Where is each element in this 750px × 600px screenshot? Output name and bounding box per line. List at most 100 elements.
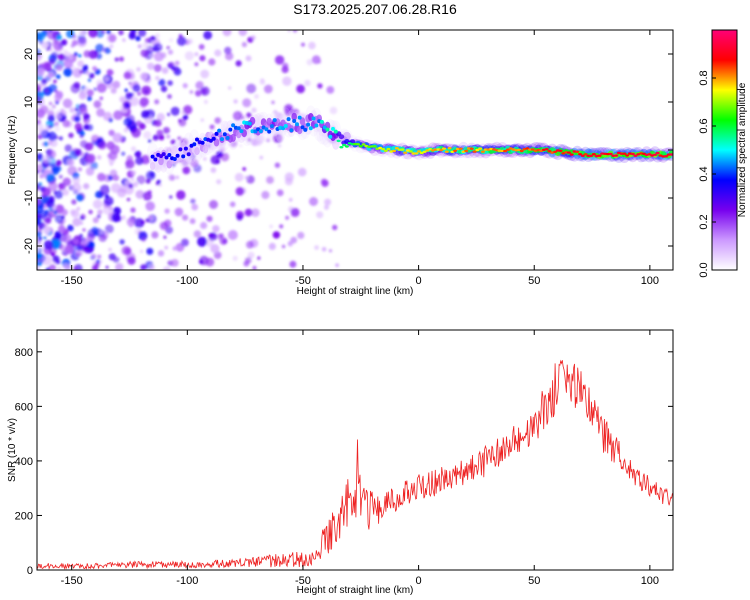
heatmap-blob bbox=[209, 200, 218, 209]
heatmap-blob bbox=[170, 106, 180, 116]
heatmap-ridge-cell bbox=[295, 122, 299, 127]
heatmap-ridge-cell bbox=[356, 143, 360, 146]
heatmap-ridge-cell bbox=[289, 128, 294, 133]
figure-title: S173.2025.207.06.28.R16 bbox=[293, 1, 457, 17]
colorbar-tick-label: 0.2 bbox=[698, 214, 710, 229]
heatmap-blob bbox=[48, 101, 53, 106]
heatmap-blob bbox=[195, 90, 202, 97]
heatmap-blob bbox=[142, 191, 152, 201]
heatmap-ridge-cell bbox=[286, 117, 291, 122]
heatmap-blob bbox=[152, 134, 159, 141]
heatmap-ridge-cell bbox=[222, 132, 227, 137]
heatmap-blob bbox=[259, 79, 266, 85]
heatmap-blob bbox=[263, 84, 273, 94]
heatmap-ridge-cell bbox=[186, 152, 191, 157]
heatmap-blob bbox=[156, 179, 161, 184]
x-tick-label: -50 bbox=[295, 275, 311, 287]
heatmap-blob bbox=[140, 49, 149, 58]
heatmap-ridge-cell bbox=[480, 150, 485, 153]
heatmap-blob bbox=[63, 50, 68, 54]
heatmap-blob bbox=[178, 118, 187, 127]
heatmap-blob bbox=[72, 176, 81, 185]
snr-x-label: Height of straight line (km) bbox=[297, 585, 414, 596]
heatmap-blob bbox=[158, 134, 165, 141]
y-tick-label: 0 bbox=[27, 565, 33, 577]
heatmap-blob bbox=[89, 161, 98, 170]
heatmap-ridge-cell bbox=[469, 147, 474, 150]
heatmap-blob bbox=[297, 167, 307, 177]
heatmap-blob bbox=[41, 41, 49, 49]
colorbar-gradient bbox=[712, 30, 737, 270]
heatmap-blob bbox=[132, 181, 139, 188]
heatmap-blob bbox=[79, 233, 83, 238]
heatmap-ridge-cell bbox=[614, 154, 619, 157]
heatmap-blob bbox=[172, 246, 177, 251]
heatmap-blob bbox=[41, 187, 52, 197]
heatmap-ridge-cell bbox=[225, 136, 230, 140]
heatmap-blob bbox=[69, 209, 76, 216]
heatmap-blob bbox=[112, 174, 120, 182]
heatmap-blob bbox=[197, 236, 207, 247]
heatmap-blob bbox=[99, 191, 105, 198]
heatmap-blob bbox=[53, 39, 57, 43]
colorbar-label: Normalized spectral amplitude bbox=[737, 82, 748, 217]
heatmap-blob bbox=[56, 74, 61, 80]
heatmap-blob bbox=[163, 126, 170, 134]
heatmap-blob bbox=[103, 111, 113, 121]
x-tick-label: 100 bbox=[641, 275, 659, 287]
heatmap-ridge-cell bbox=[172, 145, 178, 154]
heatmap-blob bbox=[145, 170, 156, 181]
colorbar-tick-label: 0.8 bbox=[698, 70, 710, 85]
heatmap-blob bbox=[189, 218, 196, 225]
heatmap-blob bbox=[140, 72, 149, 81]
heatmap-ridge-cell bbox=[200, 140, 205, 145]
heatmap-blob bbox=[196, 80, 204, 89]
heatmap-blob bbox=[335, 263, 339, 268]
heatmap-blob bbox=[289, 260, 297, 268]
heatmap-blob bbox=[321, 179, 329, 187]
heatmap-blob bbox=[92, 217, 99, 224]
heatmap-ridge-cell bbox=[553, 150, 558, 153]
heatmap-blob bbox=[141, 110, 150, 119]
heatmap-blob bbox=[85, 161, 91, 167]
heatmap-blob bbox=[126, 197, 131, 202]
heatmap-blob bbox=[141, 237, 146, 242]
heatmap-ridge-cell bbox=[475, 148, 480, 152]
heatmap-blob bbox=[326, 86, 335, 94]
heatmap-blob bbox=[124, 88, 128, 93]
heatmap-ridge-cell bbox=[633, 154, 638, 157]
heatmap-blob bbox=[121, 151, 126, 156]
heatmap-blob bbox=[184, 51, 194, 61]
colorbar: 0.0 0.2 0.4 0.6 0.8 Normalized spectral ampl… bbox=[698, 29, 748, 278]
heatmap-blob bbox=[154, 99, 160, 105]
heatmap-blob bbox=[37, 83, 42, 92]
heatmap-blob bbox=[57, 53, 66, 61]
heatmap-blob bbox=[239, 144, 243, 148]
heatmap-blob bbox=[108, 70, 114, 76]
heatmap-blob bbox=[46, 173, 55, 183]
heatmap-blob bbox=[62, 189, 69, 196]
heatmap-blob bbox=[324, 204, 329, 210]
heatmap-ridge-cell bbox=[167, 153, 172, 157]
heatmap-blob bbox=[119, 239, 125, 245]
heatmap-blob bbox=[205, 257, 215, 267]
heatmap-blob bbox=[111, 212, 121, 223]
heatmap-blob bbox=[210, 167, 217, 174]
heatmap-blob bbox=[96, 155, 102, 160]
snr-panel: -150 -100 -50 0 50 100 0 200 400 600 800 Height o… bbox=[7, 329, 674, 596]
heatmap-blob bbox=[241, 41, 247, 48]
heatmap-ridge-cell bbox=[183, 146, 188, 151]
heatmap-blob bbox=[83, 113, 90, 120]
heatmap-blob bbox=[76, 244, 83, 251]
heatmap-blob bbox=[83, 50, 91, 58]
heatmap-blob bbox=[228, 86, 232, 90]
heatmap-ridge-cell bbox=[547, 150, 552, 153]
heatmap-ridge-cell bbox=[239, 129, 244, 134]
heatmap-blob bbox=[321, 247, 327, 252]
x-tick-label: -100 bbox=[176, 575, 198, 587]
heatmap-blob bbox=[37, 153, 44, 160]
heatmap-blob bbox=[287, 30, 291, 33]
heatmap-ridge-cell bbox=[544, 148, 549, 151]
heatmap-blob bbox=[216, 179, 222, 185]
heatmap-blob bbox=[292, 30, 298, 33]
